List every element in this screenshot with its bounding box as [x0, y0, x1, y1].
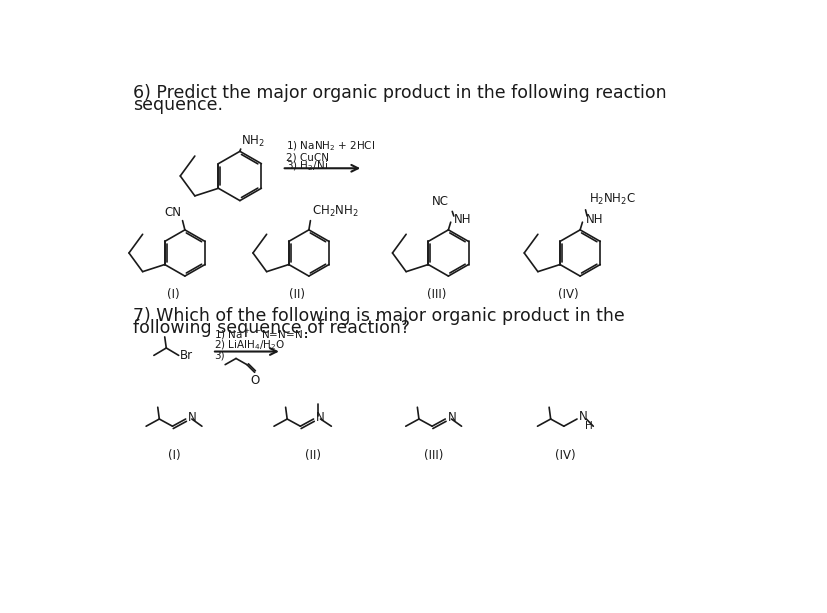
Text: 1) NaNH$_2$ + 2HCl: 1) NaNH$_2$ + 2HCl: [285, 139, 375, 153]
Text: NH$_2$: NH$_2$: [241, 134, 264, 149]
Text: 1) Na$^+$ $^{-}$N=N=N$\mathbf{:}$: 1) Na$^+$ $^{-}$N=N=N$\mathbf{:}$: [214, 327, 308, 341]
Text: NC: NC: [432, 196, 448, 208]
Text: N: N: [447, 411, 456, 424]
Text: following sequence of reaction?: following sequence of reaction?: [133, 319, 409, 337]
Text: NH: NH: [585, 213, 602, 226]
Text: CN: CN: [164, 206, 181, 219]
Text: N: N: [579, 410, 587, 423]
Text: H: H: [584, 421, 592, 430]
Text: O: O: [250, 374, 259, 387]
Text: (IV): (IV): [554, 449, 575, 462]
Text: (I): (I): [168, 449, 180, 462]
Text: 6) Predict the major organic product in the following reaction: 6) Predict the major organic product in …: [133, 83, 666, 102]
Text: 2) LiAlH$_4$/H$_2$O: 2) LiAlH$_4$/H$_2$O: [214, 338, 285, 351]
Text: 3): 3): [214, 351, 225, 361]
Text: sequence.: sequence.: [133, 96, 222, 114]
Text: 3) H$_2$/Ni: 3) H$_2$/Ni: [285, 159, 327, 173]
Text: Br: Br: [179, 349, 193, 362]
Text: N: N: [188, 411, 197, 424]
Text: (III): (III): [427, 287, 446, 300]
Text: NH: NH: [453, 213, 471, 226]
Text: (IV): (IV): [557, 287, 578, 300]
Text: (II): (II): [304, 449, 320, 462]
Text: CH$_2$NH$_2$: CH$_2$NH$_2$: [312, 204, 358, 219]
Text: (I): (I): [167, 287, 179, 300]
Text: N: N: [315, 411, 324, 424]
Text: (III): (III): [423, 449, 442, 462]
Text: (II): (II): [289, 287, 305, 300]
Text: 7) Which of the following is major organic product in the: 7) Which of the following is major organ…: [133, 307, 624, 325]
Text: 2) CuCN: 2) CuCN: [285, 153, 328, 163]
Text: H$_2$NH$_2$C: H$_2$NH$_2$C: [588, 192, 635, 207]
